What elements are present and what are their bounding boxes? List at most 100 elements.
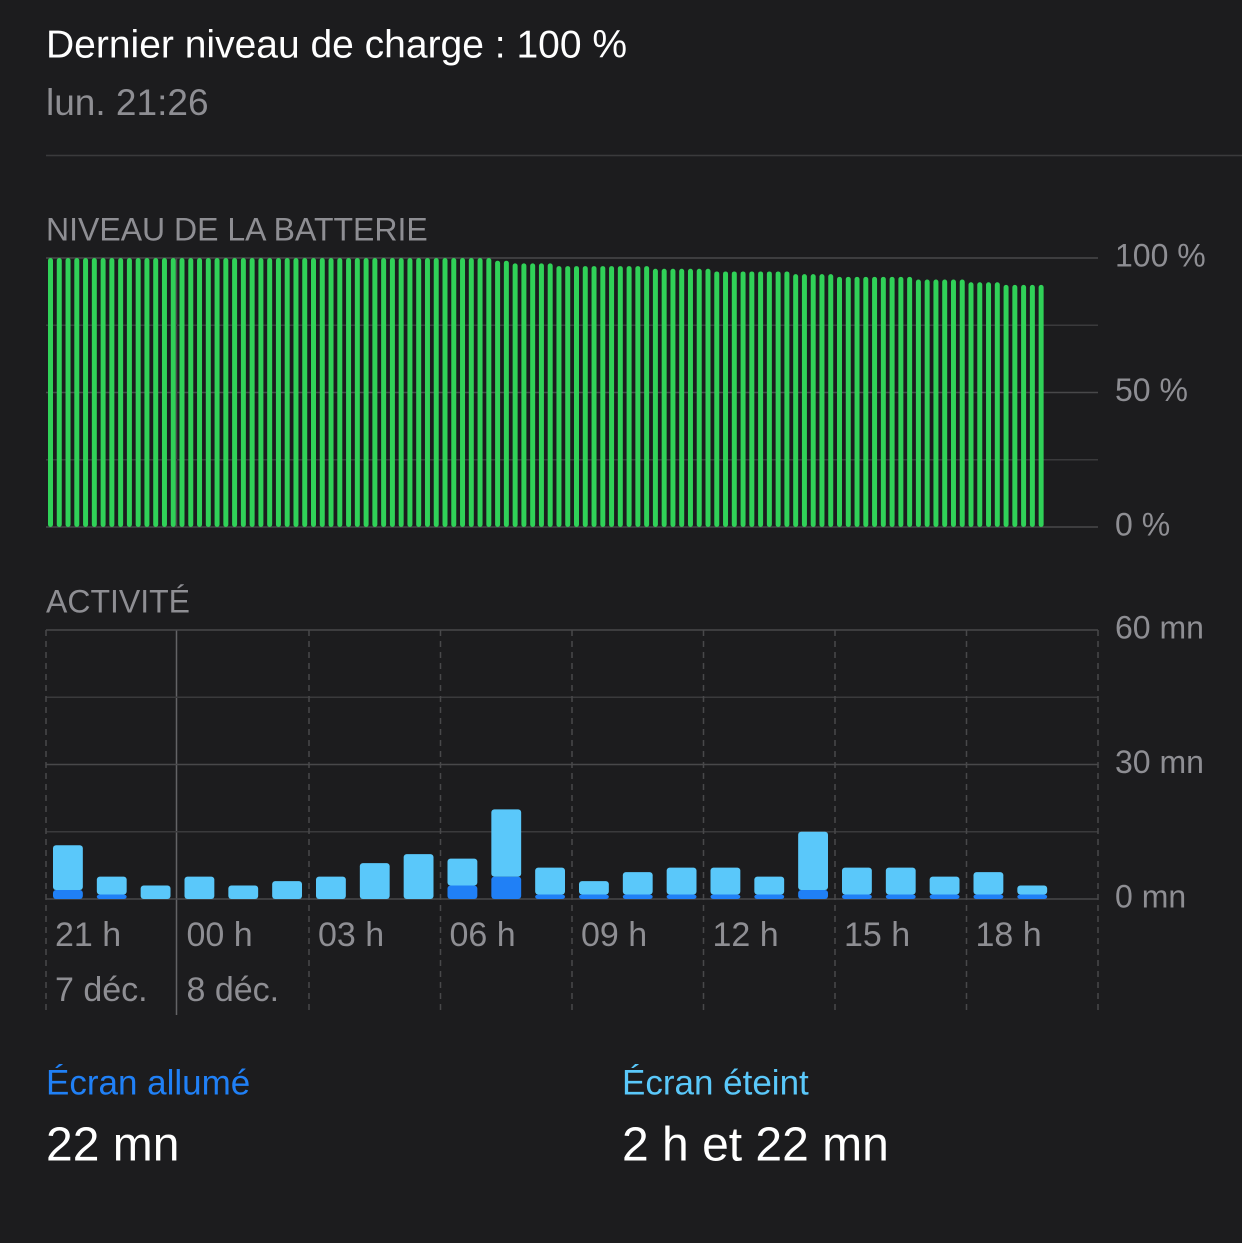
battery-bar bbox=[959, 279, 965, 527]
battery-bar bbox=[933, 279, 939, 527]
activity-bar bbox=[403, 854, 434, 899]
battery-bar bbox=[679, 268, 685, 527]
activity-bar bbox=[929, 894, 960, 899]
activity-bar bbox=[272, 881, 302, 899]
battery-bar bbox=[889, 276, 895, 527]
battery-bar bbox=[784, 271, 790, 527]
battery-bar bbox=[766, 271, 772, 527]
total-off: 2 h et 22 mn bbox=[622, 1119, 889, 1172]
legend-off: Écran éteint bbox=[622, 1063, 809, 1102]
battery-bar bbox=[205, 258, 211, 527]
activity-bar bbox=[666, 894, 697, 899]
battery-bar bbox=[863, 276, 869, 527]
battery-bar bbox=[258, 258, 264, 527]
battery-bar bbox=[565, 266, 571, 527]
activity-bar bbox=[842, 894, 872, 899]
battery-bar bbox=[354, 258, 360, 527]
battery-bar bbox=[828, 274, 834, 527]
activity-bar bbox=[184, 876, 215, 899]
battery-bar bbox=[451, 258, 457, 527]
y-tick-label: 0 % bbox=[1115, 506, 1170, 542]
battery-bar bbox=[924, 279, 930, 527]
y-tick-label: 50 % bbox=[1115, 372, 1188, 408]
activity-bar bbox=[710, 867, 741, 895]
activity-bar bbox=[491, 809, 522, 877]
battery-bar bbox=[161, 258, 167, 527]
battery-bar bbox=[319, 258, 325, 527]
battery-bar bbox=[872, 276, 878, 527]
battery-bar bbox=[801, 274, 807, 527]
battery-bar bbox=[433, 258, 439, 527]
battery-bar bbox=[670, 268, 676, 527]
x-tick-label: 06 h bbox=[450, 916, 516, 954]
activity-bar bbox=[929, 876, 960, 895]
battery-bar bbox=[109, 258, 115, 527]
activity-bar bbox=[96, 894, 127, 899]
battery-bar bbox=[591, 266, 597, 527]
battery-bar bbox=[950, 279, 956, 527]
activity-bar bbox=[1017, 894, 1048, 899]
battery-bar bbox=[600, 266, 606, 527]
battery-bar bbox=[556, 266, 562, 527]
battery-bar bbox=[582, 266, 588, 527]
battery-bar bbox=[547, 263, 553, 527]
battery-bar bbox=[758, 271, 764, 527]
battery-bar bbox=[389, 258, 395, 527]
battery-bar bbox=[968, 282, 974, 527]
battery-bar bbox=[521, 263, 527, 527]
battery-bar bbox=[381, 258, 387, 527]
activity-title: ACTIVITÉ bbox=[46, 583, 190, 619]
battery-bar bbox=[311, 258, 316, 527]
battery-bar bbox=[915, 279, 921, 527]
activity-bar bbox=[447, 858, 478, 886]
battery-bar bbox=[179, 258, 185, 527]
total-on: 22 mn bbox=[46, 1119, 179, 1172]
battery-bar bbox=[284, 258, 290, 527]
battery-bar bbox=[837, 276, 842, 527]
battery-bar bbox=[337, 258, 343, 527]
battery-bar bbox=[477, 258, 483, 527]
battery-bar bbox=[100, 258, 106, 527]
activity-bar bbox=[53, 890, 83, 899]
battery-bar bbox=[942, 279, 948, 527]
battery-bar bbox=[626, 266, 632, 527]
date-label: 8 déc. bbox=[187, 971, 280, 1009]
battery-bar bbox=[994, 282, 1000, 527]
battery-bar bbox=[574, 266, 579, 527]
activity-bar bbox=[447, 885, 478, 899]
battery-bar bbox=[1003, 284, 1009, 527]
activity-bar bbox=[973, 894, 1004, 899]
battery-bar bbox=[714, 271, 720, 527]
battery-bar bbox=[907, 276, 913, 527]
subtitle: lun. 21:26 bbox=[46, 82, 209, 123]
activity-bar bbox=[622, 872, 653, 895]
activity-bar bbox=[228, 885, 259, 899]
battery-title: NIVEAU DE LA BATTERIE bbox=[46, 211, 428, 247]
activity-bar bbox=[579, 894, 609, 899]
x-tick-label: 12 h bbox=[713, 916, 779, 954]
battery-bar bbox=[126, 258, 132, 527]
battery-bar bbox=[468, 258, 474, 527]
y-tick-label: 100 % bbox=[1115, 237, 1206, 273]
battery-bar bbox=[135, 258, 141, 527]
battery-bar bbox=[214, 258, 220, 527]
battery-bar bbox=[83, 258, 89, 527]
activity-bar bbox=[53, 845, 83, 891]
battery-bar bbox=[723, 271, 729, 527]
x-tick-label: 15 h bbox=[844, 916, 910, 954]
activity-bar bbox=[535, 894, 565, 899]
activity-bar bbox=[579, 881, 609, 895]
battery-bar bbox=[1012, 284, 1018, 527]
battery-bar bbox=[460, 258, 466, 527]
battery-bar bbox=[346, 258, 352, 527]
activity-bar bbox=[710, 894, 741, 899]
activity-bar bbox=[96, 876, 127, 895]
battery-bar bbox=[398, 258, 404, 527]
battery-bar bbox=[819, 274, 825, 527]
x-tick-label: 09 h bbox=[581, 916, 647, 954]
activity-bar bbox=[316, 876, 346, 899]
battery-bar bbox=[749, 271, 755, 527]
battery-bar bbox=[65, 258, 71, 527]
